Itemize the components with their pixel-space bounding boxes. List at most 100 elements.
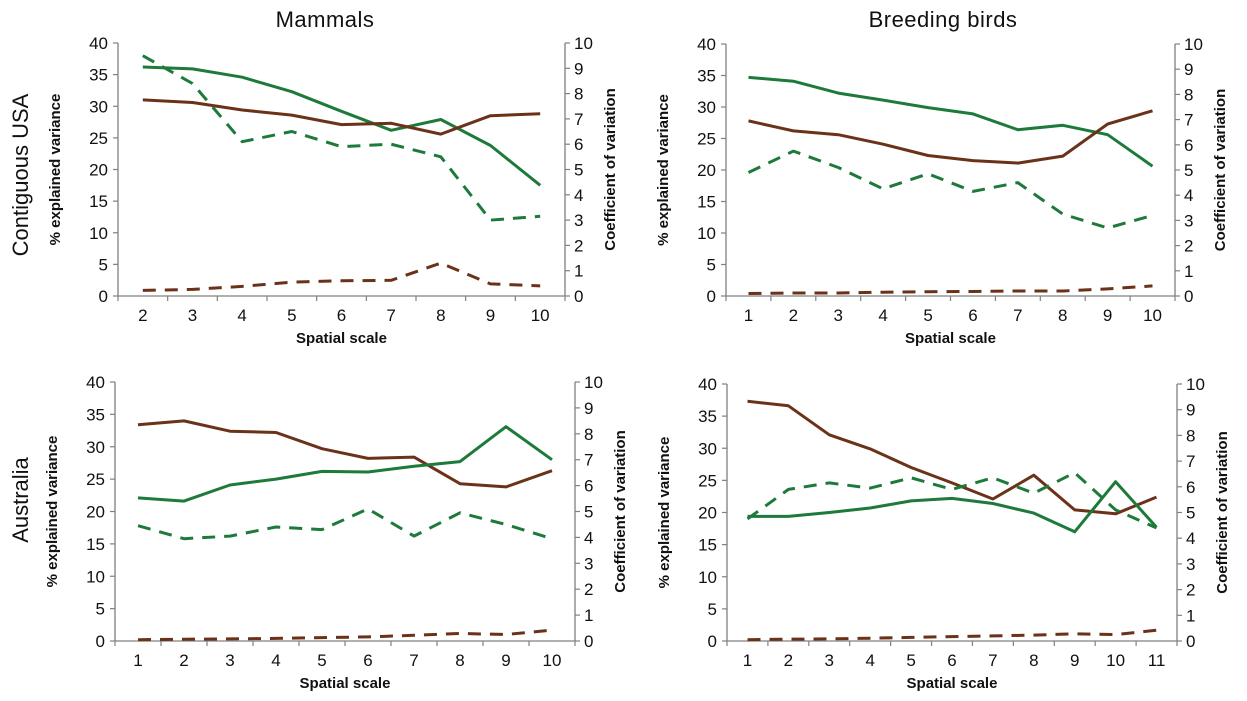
right-tick-label: 7: [584, 451, 593, 470]
left-tick-label: 25: [86, 470, 105, 489]
right-tick-label: 2: [584, 580, 593, 599]
left-tick-label: 0: [96, 632, 105, 651]
line-series-c: [747, 149, 1153, 230]
left-tick-label: 5: [96, 600, 105, 619]
left-tick-label: 20: [697, 161, 716, 180]
x-tick-label: 5: [923, 306, 932, 325]
right-tick-label: 2: [1184, 237, 1193, 256]
left-tick-label: 5: [708, 600, 717, 619]
x-tick-label: 4: [237, 306, 246, 325]
line-series-b: [748, 109, 1153, 165]
left-tick-label: 0: [99, 287, 108, 306]
left-tick-label: 35: [697, 67, 716, 86]
panel-mammals-usa: 0 5 10 15 20 25 30 35 40 0 1 2 3 4 5 6 7 8 9 10 2 3 4 5 6 7 8 9 10 Sp…: [47, 34, 619, 347]
line-series-d: [142, 261, 541, 292]
x-tick-label: 5: [287, 306, 296, 325]
x-axis-title: Spatial scale: [296, 330, 387, 347]
line-series-a: [137, 419, 553, 489]
left-tick-label: 15: [86, 535, 105, 554]
right-tick-label: 5: [1184, 161, 1193, 180]
line-series-c: [746, 471, 1158, 530]
x-axis-title: Spatial scale: [905, 330, 996, 347]
x-tick-label: 10: [543, 651, 562, 670]
line-series-c: [137, 507, 553, 541]
left-tick-label: 5: [707, 256, 716, 275]
x-tick-label: 3: [188, 306, 197, 325]
panel-birds-australia: 0 5 10 15 20 25 30 35 40 0 1 2 3 4 5 6 7 8 9 10 1 2 3 4 5 6 7 8 9 10 1…: [656, 375, 1231, 692]
left-tick-label: 35: [89, 66, 108, 85]
x-tick-label: 2: [789, 306, 798, 325]
x-tick-label: 7: [988, 651, 997, 670]
right-tick-label: 2: [574, 236, 583, 255]
line-series-c: [142, 54, 541, 222]
left-tick-label: 30: [697, 98, 716, 117]
right-tick-label: 9: [574, 59, 583, 78]
left-tick-label: 5: [99, 255, 108, 274]
y2-axis-title: Coefficient of variation: [602, 88, 619, 251]
right-tick-label: 4: [1186, 529, 1195, 548]
x-tick-label: 9: [486, 306, 495, 325]
x-tick-label: 8: [1029, 651, 1038, 670]
x-tick-label: 4: [271, 651, 280, 670]
line-series-d: [748, 284, 1153, 295]
x-tick-label: 9: [1070, 651, 1079, 670]
line-series-b: [142, 98, 541, 136]
x-tick-label: 2: [138, 306, 147, 325]
right-tick-label: 5: [574, 161, 583, 180]
right-tick-label: 4: [1184, 186, 1193, 205]
x-tick-label: 11: [1148, 651, 1166, 670]
right-tick-label: 0: [574, 287, 583, 306]
line-series-b: [137, 425, 553, 503]
column-title-breeding-birds: Breeding birds: [869, 7, 1018, 32]
x-tick-label: 10: [1143, 306, 1162, 325]
x-tick-label: 7: [1013, 306, 1022, 325]
x-tick-label: 3: [834, 306, 843, 325]
line-series-a: [142, 65, 542, 187]
y-axis-title: % explained variance: [655, 94, 672, 246]
right-tick-label: 5: [584, 503, 593, 522]
right-tick-label: 3: [1186, 555, 1195, 574]
y-axis-title: % explained variance: [47, 94, 64, 246]
y2-axis-title: Coefficient of variation: [612, 430, 629, 593]
right-tick-label: 10: [1186, 375, 1205, 394]
left-tick-label: 40: [89, 34, 108, 53]
right-tick-label: 10: [1184, 35, 1203, 54]
row-label-contiguous-usa: Contiguous USA: [8, 93, 33, 256]
line-series-d: [747, 628, 1157, 642]
right-tick-label: 4: [584, 528, 593, 547]
right-tick-label: 3: [574, 211, 583, 230]
left-tick-label: 40: [86, 373, 105, 392]
x-tick-label: 6: [363, 651, 372, 670]
panel-birds-usa: 0 5 10 15 20 25 30 35 40 0 1 2 3 4 5 6 7 8 9 10 1 2 3 4 5 6 7 8 9 10 S…: [655, 35, 1229, 347]
left-tick-label: 10: [89, 224, 108, 243]
right-tick-label: 9: [1186, 401, 1195, 420]
right-tick-label: 10: [574, 34, 593, 53]
x-tick-label: 10: [531, 306, 550, 325]
right-tick-label: 4: [574, 186, 583, 205]
left-tick-label: 35: [86, 405, 105, 424]
right-tick-label: 6: [1186, 478, 1195, 497]
x-tick-label: 6: [968, 306, 977, 325]
panel-mammals-australia: 0 5 10 15 20 25 30 35 40 0 1 2 3 4 5 6 7 8 9 10 1 2 3 4 5 6 7 8 9 10 S…: [44, 373, 629, 692]
right-tick-label: 6: [574, 135, 583, 154]
x-tick-label: 6: [337, 306, 346, 325]
right-tick-label: 3: [1184, 211, 1193, 230]
left-tick-label: 35: [698, 407, 717, 426]
right-tick-label: 6: [1184, 136, 1193, 155]
x-tick-label: 7: [409, 651, 418, 670]
left-tick-label: 30: [89, 97, 108, 116]
x-tick-label: 6: [947, 651, 956, 670]
x-axis-title: Spatial scale: [300, 675, 391, 692]
x-axis-title: Spatial scale: [907, 675, 998, 692]
left-tick-label: 30: [698, 439, 717, 458]
left-tick-label: 10: [697, 224, 716, 243]
right-tick-label: 7: [1186, 452, 1195, 471]
x-tick-label: 8: [455, 651, 464, 670]
right-tick-label: 1: [1186, 606, 1195, 625]
x-tick-label: 8: [1058, 306, 1067, 325]
column-title-mammals: Mammals: [276, 7, 375, 32]
line-series-d: [137, 628, 553, 642]
left-tick-label: 25: [697, 130, 716, 149]
x-tick-label: 9: [501, 651, 510, 670]
